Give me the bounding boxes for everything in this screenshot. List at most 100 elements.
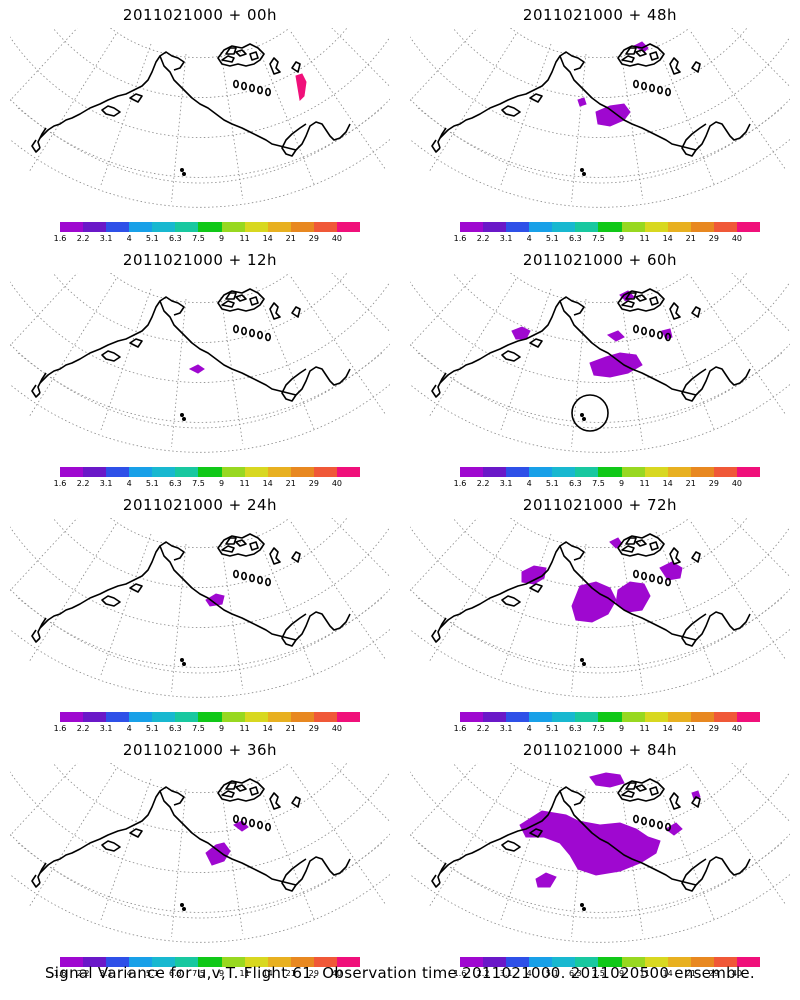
arctic-island — [621, 55, 635, 63]
polar-map — [10, 273, 390, 453]
colorbar-tick-label: 21 — [285, 479, 296, 488]
polar-map — [410, 763, 790, 943]
colorbar-swatch — [575, 222, 599, 232]
colorbar-swatch — [621, 712, 645, 722]
colorbar-tick-label: 6.3 — [169, 724, 182, 733]
colorbar-tick-label: 11 — [239, 969, 250, 978]
coastline-segment — [295, 611, 351, 641]
meridian-line — [99, 533, 152, 678]
meridian-line — [410, 28, 478, 102]
colorbar-swatch — [667, 957, 691, 967]
colorbar-swatch — [667, 222, 691, 232]
colorbar-tick-label: 7.5 — [592, 479, 605, 488]
island — [641, 816, 648, 826]
island — [657, 575, 664, 585]
colorbar — [60, 957, 361, 967]
colorbar — [460, 712, 761, 722]
meridian-line — [255, 286, 315, 430]
island — [257, 330, 264, 340]
island — [641, 326, 648, 336]
arctic-island — [249, 51, 259, 61]
island — [233, 324, 240, 334]
meridian-line — [620, 786, 644, 935]
colorbar-tick-label: 9 — [618, 969, 625, 978]
arctic-island — [291, 306, 301, 318]
coastline — [31, 533, 351, 667]
colorbar-swatch — [290, 467, 314, 477]
meridian-line — [655, 776, 715, 920]
meridian-line — [690, 521, 786, 660]
colorbar-swatch — [575, 712, 599, 722]
colorbar — [460, 467, 761, 477]
coastline — [31, 288, 351, 422]
coastline-segment — [31, 629, 41, 643]
hawaii-island — [580, 903, 585, 908]
coastline-segment — [431, 384, 441, 398]
meridian-line — [10, 518, 78, 592]
latitude-circle — [10, 98, 390, 178]
meridian-line — [290, 276, 386, 415]
colorbar-swatch — [175, 712, 199, 722]
variance-contour — [691, 790, 701, 800]
meridian-line — [171, 543, 187, 693]
colorbar-swatch — [175, 467, 199, 477]
colorbar-swatch — [483, 467, 507, 477]
coastline-segment — [281, 368, 307, 402]
colorbar-swatch — [598, 957, 622, 967]
panel-00h: 2011021000 + 00h 1.6 2.2 3.1 4 5.1 6.3 7.5 9 11 1… — [0, 0, 400, 245]
colorbar-tick-label: 14 — [262, 234, 273, 243]
latitude-circle — [509, 273, 691, 303]
colorbar-swatch — [736, 467, 761, 477]
arctic-island — [617, 533, 665, 557]
island — [241, 326, 248, 336]
arctic-island — [235, 784, 247, 792]
arctic-island — [635, 784, 647, 792]
panel-title: 2011021000 + 84h — [522, 741, 678, 759]
colorbar-tick-label: 1.6 — [453, 969, 467, 978]
island — [233, 79, 240, 89]
colorbar-swatch — [598, 712, 622, 722]
colorbar-swatch — [336, 957, 361, 967]
colorbar-tick-label: 40 — [331, 234, 343, 243]
island — [649, 83, 656, 93]
meridian-line — [499, 43, 552, 188]
colorbar-swatch — [460, 467, 484, 477]
hawaii-island — [580, 413, 585, 418]
latitude-circle — [452, 28, 748, 98]
coastline-segment — [559, 296, 585, 316]
colorbar-tick-label: 2.2 — [476, 724, 490, 733]
colorbar-tick-label: 1.6 — [453, 479, 467, 488]
arctic-island — [625, 782, 637, 790]
colorbar-swatch — [221, 957, 245, 967]
colorbar-tick-label: 21 — [285, 234, 296, 243]
meridian-line — [731, 518, 790, 578]
lat-lon-grid — [10, 518, 390, 698]
coastline-segment — [129, 583, 143, 593]
colorbar-tick-label: 14 — [662, 234, 673, 243]
colorbar-tick-label: 2.2 — [76, 724, 90, 733]
coastline-segment — [559, 51, 585, 71]
colorbar-tick-label: 6.3 — [169, 234, 182, 243]
hawaii-island — [180, 658, 185, 663]
colorbar-tick-label: 11 — [639, 969, 650, 978]
latitude-circle — [452, 763, 748, 833]
coastline-segment — [159, 786, 185, 806]
meridian-line — [290, 766, 386, 905]
coastline-segment — [559, 786, 585, 806]
colorbar-tick-label: 4 — [126, 479, 132, 488]
coastline-segment — [439, 790, 697, 886]
arctic-island — [617, 288, 665, 312]
latitude-circle — [509, 518, 691, 548]
latitude-circle — [52, 273, 348, 343]
colorbar-swatch — [106, 712, 130, 722]
latitude-circle — [109, 763, 291, 793]
colorbar-tick-label: 7.5 — [192, 479, 205, 488]
colorbar-swatch — [267, 222, 291, 232]
latitude-circle — [452, 273, 748, 343]
colorbar-tick-label: 5.1 — [145, 724, 159, 733]
colorbar-swatch — [290, 712, 314, 722]
variance-contour — [606, 330, 625, 342]
colorbar-swatch — [106, 467, 130, 477]
coastline-segment — [529, 93, 543, 103]
meridian-line — [99, 778, 152, 923]
